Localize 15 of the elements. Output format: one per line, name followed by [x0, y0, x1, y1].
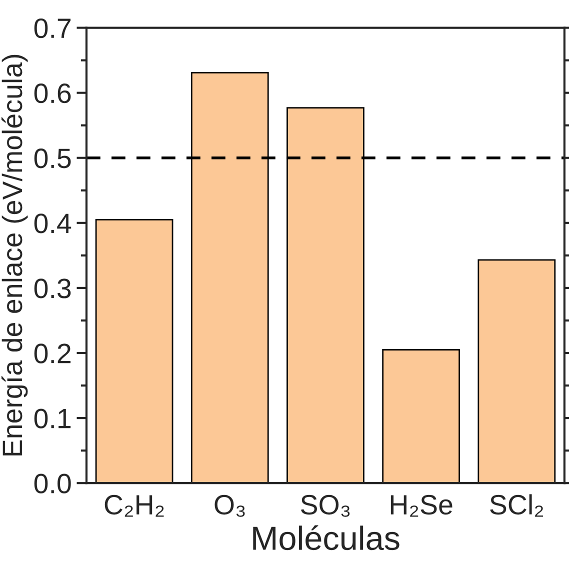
y-tick-label: 0.1: [34, 408, 71, 428]
y-tick-label: 0.2: [34, 344, 71, 364]
x-tick-label: SO₃: [301, 494, 350, 517]
x-tick-label: SCl₂: [490, 494, 544, 517]
x-tick-label: H₂Se: [390, 494, 452, 517]
y-tick-label: 0.0: [34, 474, 71, 494]
y-tick-label: 0.7: [34, 18, 71, 38]
x-axis-title: Moléculas: [253, 525, 400, 550]
y-axis-title: Energía de enlace (eV/molécula): [2, 54, 28, 456]
x-tick-label: O₃: [214, 494, 245, 517]
x-tick-label: C₂H₂: [104, 494, 164, 517]
y-tick-label: 0.5: [34, 148, 71, 168]
y-tick-label: 0.3: [34, 278, 71, 298]
y-tick-label: 0.4: [34, 214, 72, 234]
y-tick-label: 0.6: [34, 83, 71, 104]
